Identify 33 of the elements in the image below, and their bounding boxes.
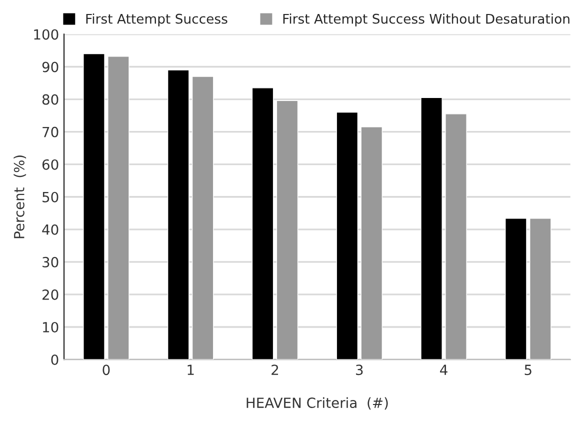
x-tick-label: 3 bbox=[356, 364, 363, 376]
bar bbox=[167, 70, 190, 360]
bar bbox=[360, 126, 383, 360]
y-axis-title: Percent (%) bbox=[14, 156, 26, 238]
y-tick-label: 100 bbox=[34, 29, 58, 40]
bar bbox=[83, 53, 105, 360]
y-tick-label: 40 bbox=[42, 224, 58, 235]
y-tick-label: 50 bbox=[42, 192, 58, 202]
y-tick-label: 60 bbox=[42, 159, 58, 170]
bar bbox=[192, 76, 214, 360]
y-tick-label: 70 bbox=[42, 126, 58, 138]
bar bbox=[108, 56, 130, 360]
x-tick-label: 2 bbox=[272, 364, 278, 375]
x-axis-title: HEAVEN Criteria (#) bbox=[246, 397, 388, 410]
y-tick-label: 90 bbox=[42, 62, 58, 72]
y-tick-label: 30 bbox=[42, 256, 58, 268]
bar bbox=[420, 97, 442, 360]
bar bbox=[530, 218, 552, 360]
y-tick-label: 0 bbox=[51, 354, 58, 365]
x-tick-label: 5 bbox=[524, 364, 532, 376]
x-tick-label: 1 bbox=[188, 364, 194, 375]
bar bbox=[505, 218, 527, 360]
legend-label: First Attempt Success Without Desaturation bbox=[283, 14, 570, 26]
y-tick-label: 20 bbox=[42, 289, 58, 300]
x-tick-label: 4 bbox=[440, 364, 448, 375]
x-tick-label: 0 bbox=[102, 364, 110, 376]
bar bbox=[336, 112, 358, 360]
y-tick-label: 80 bbox=[42, 94, 58, 105]
bar bbox=[252, 88, 274, 360]
y-tick-label: 10 bbox=[43, 322, 58, 332]
bar bbox=[276, 100, 298, 360]
bar bbox=[445, 114, 467, 360]
legend-label: First Attempt Success bbox=[86, 14, 228, 26]
